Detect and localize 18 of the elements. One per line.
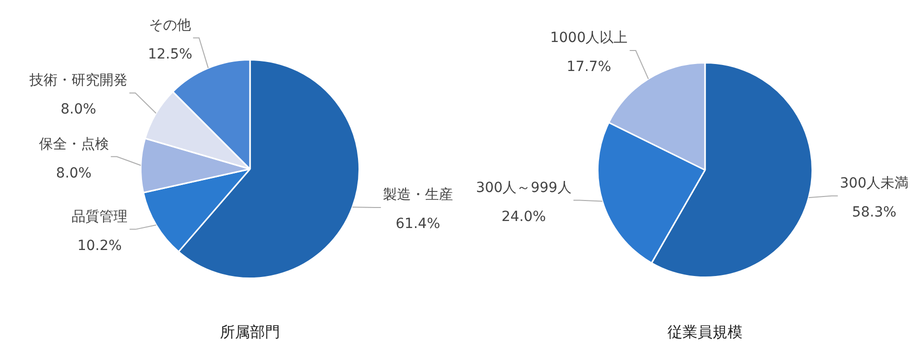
data-label: 10.2%	[77, 238, 122, 254]
data-label: 58.3%	[852, 204, 896, 220]
slice-label: 1000人以上	[550, 30, 628, 46]
slice-label: 技術・研究開発	[28, 72, 128, 89]
data-label: 8.0%	[56, 165, 92, 182]
slice-label: その他	[149, 18, 192, 34]
slice-label: 保全・点検	[38, 136, 109, 152]
data-label: 8.0%	[60, 102, 96, 118]
data-label: 24.0%	[501, 208, 546, 225]
data-label: 61.4%	[396, 216, 440, 232]
data-label: 17.7%	[566, 59, 612, 76]
slice-label: 製造・生産	[382, 187, 453, 204]
slice-label: 300人～999人	[476, 180, 572, 196]
data-label: 12.5%	[148, 46, 192, 63]
slice-label: 300人未満	[840, 175, 909, 192]
text: 所属部門	[220, 322, 280, 341]
slice-label: 品質管理	[72, 208, 128, 225]
text: 従業員規模	[668, 322, 742, 341]
